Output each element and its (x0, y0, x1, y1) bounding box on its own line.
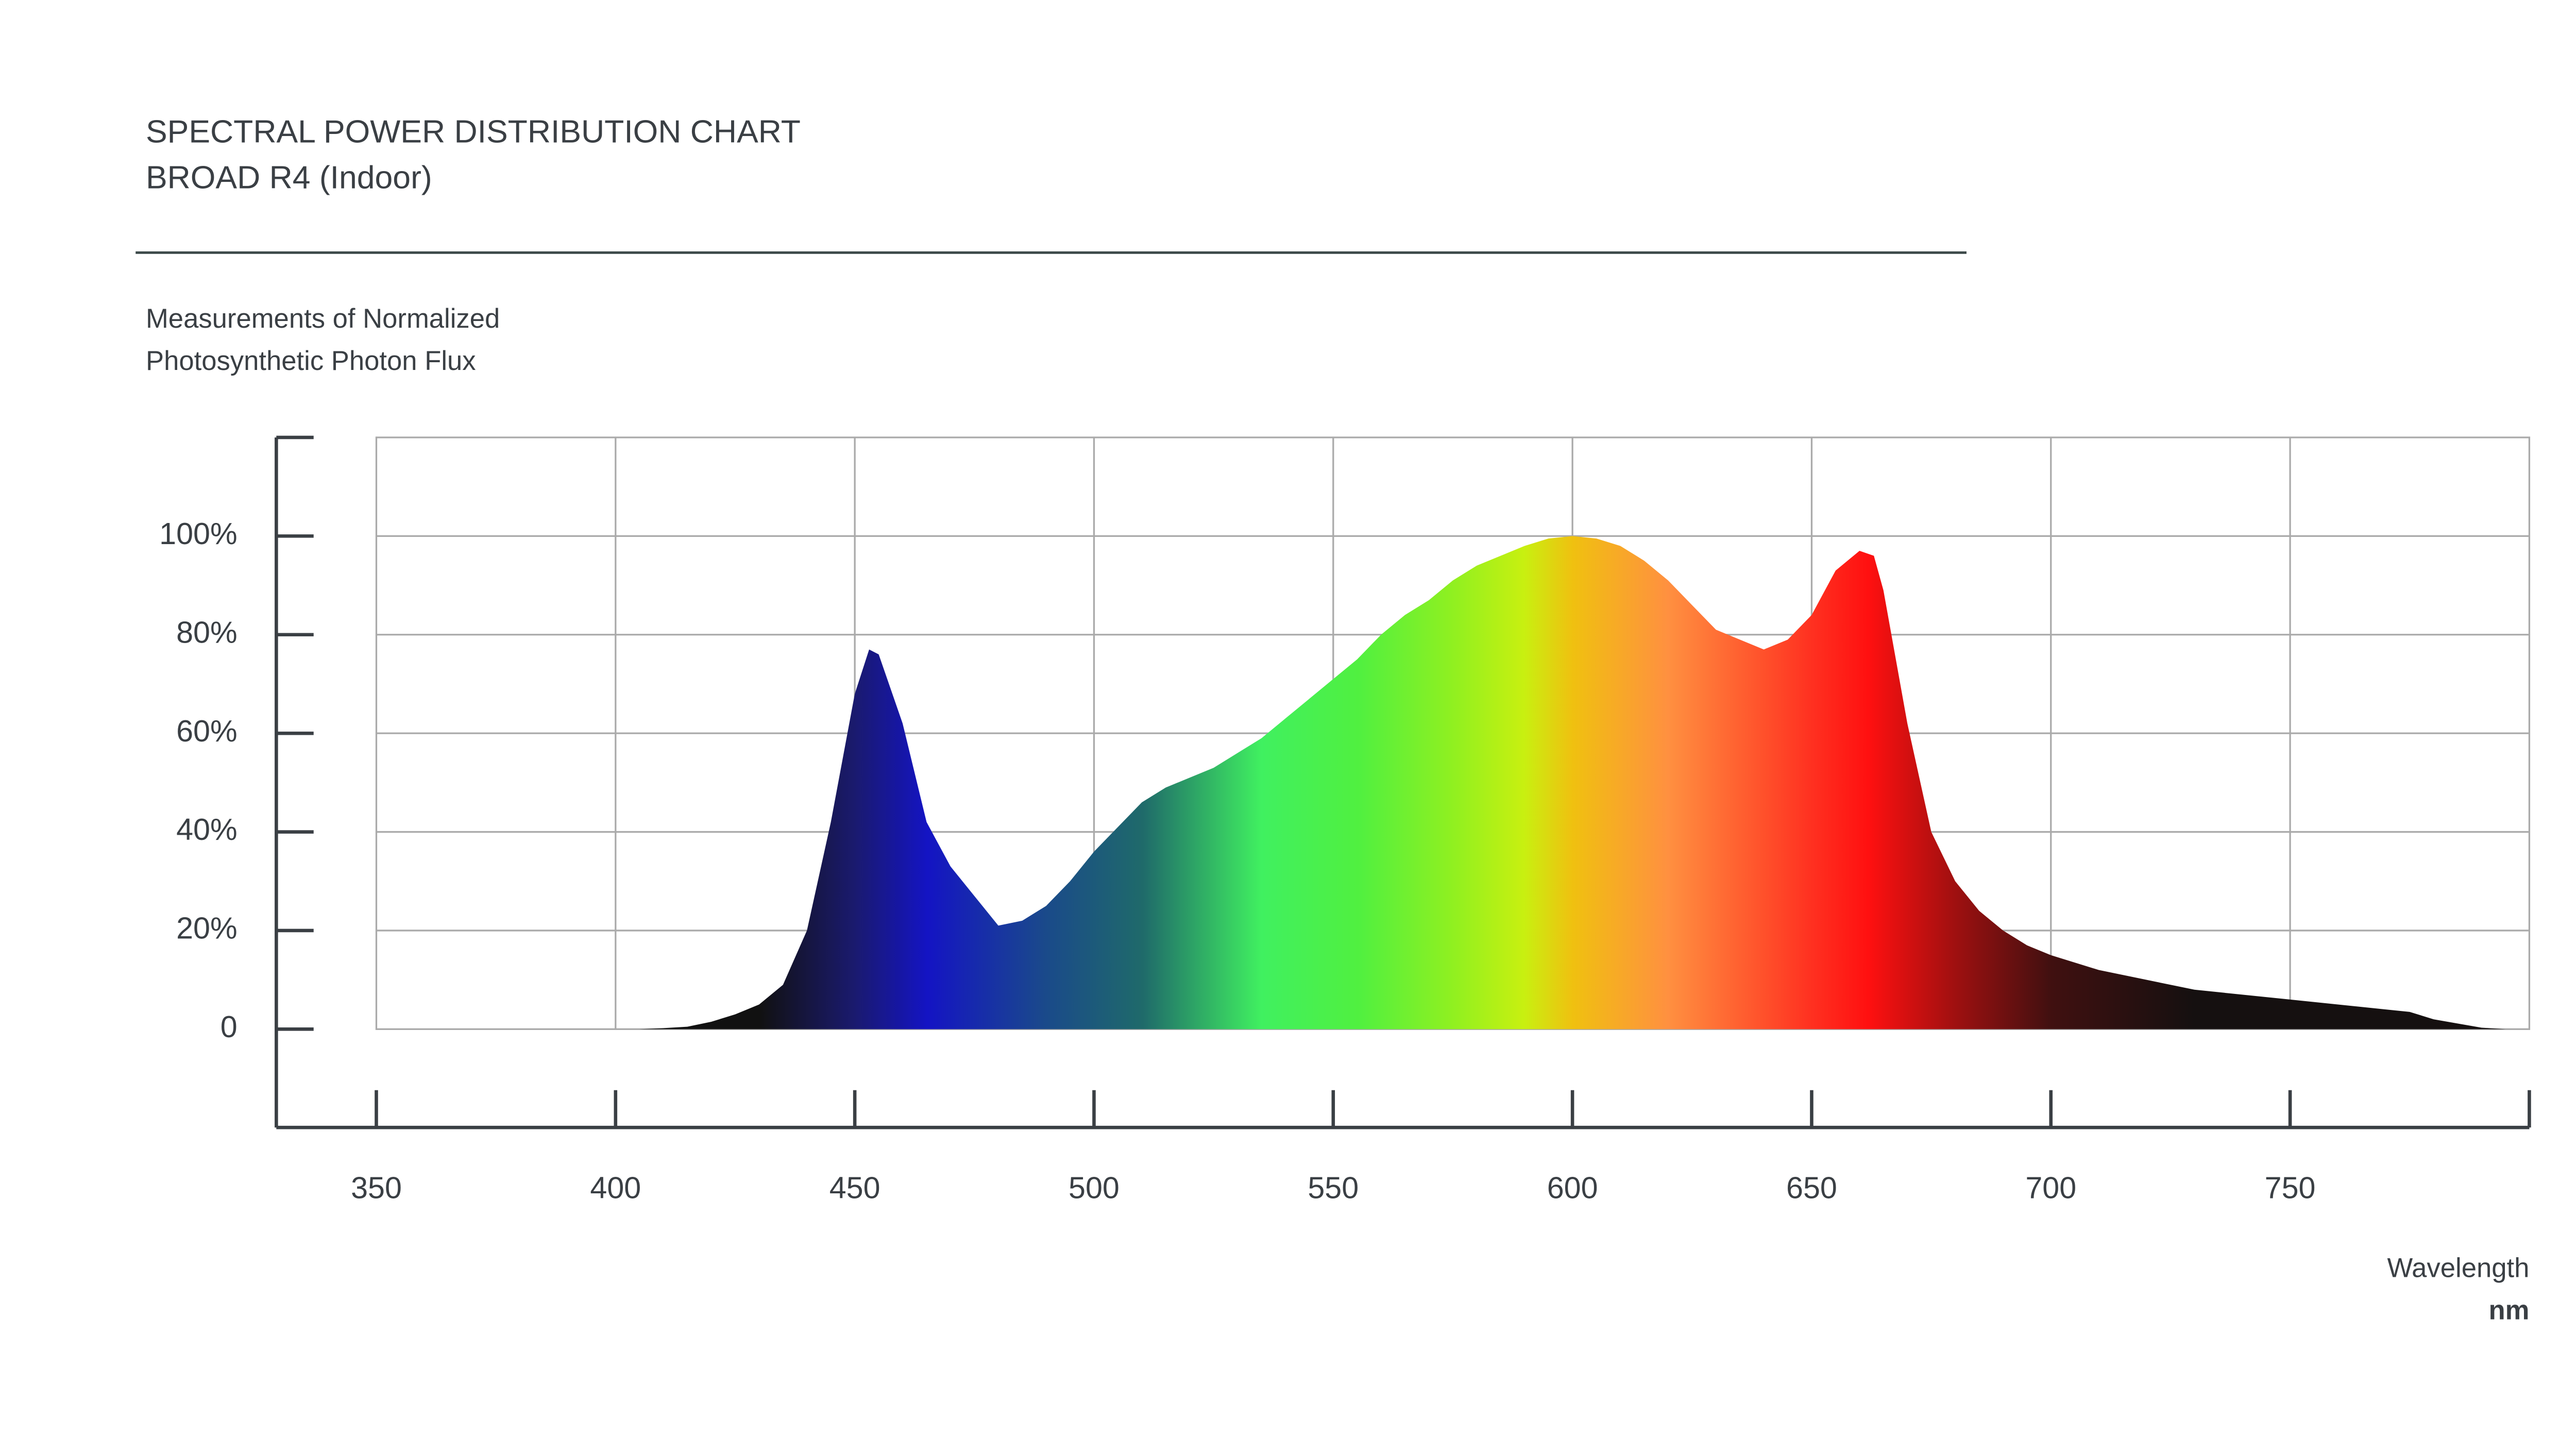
y-tick-label: 0 (221, 1009, 238, 1044)
y-tick-label: 40% (176, 812, 238, 847)
y-tick-label: 60% (176, 714, 238, 748)
y-axis-label: Measurements of Normalized (146, 303, 500, 334)
x-tick-label: 600 (1547, 1171, 1598, 1205)
chart-title: SPECTRAL POWER DISTRIBUTION CHART (146, 113, 801, 149)
x-tick-label: 500 (1069, 1171, 1120, 1205)
x-tick-label: 700 (2025, 1171, 2076, 1205)
y-tick-label: 80% (176, 615, 238, 649)
y-tick-label: 100% (159, 516, 237, 551)
spectrum-area (544, 536, 2505, 1029)
chart-subtitle: BROAD R4 (Indoor) (146, 159, 432, 195)
x-axis-label: Wavelength (2387, 1253, 2529, 1283)
y-tick-label: 20% (176, 911, 238, 946)
x-tick-label: 400 (590, 1171, 641, 1205)
y-axis-label: Photosynthetic Photon Flux (146, 346, 476, 376)
x-tick-label: 450 (829, 1171, 880, 1205)
x-tick-label: 650 (1786, 1171, 1837, 1205)
x-tick-label: 350 (351, 1171, 402, 1205)
x-tick-label: 550 (1308, 1171, 1359, 1205)
x-axis-unit: nm (2488, 1295, 2529, 1326)
x-tick-label: 750 (2265, 1171, 2316, 1205)
